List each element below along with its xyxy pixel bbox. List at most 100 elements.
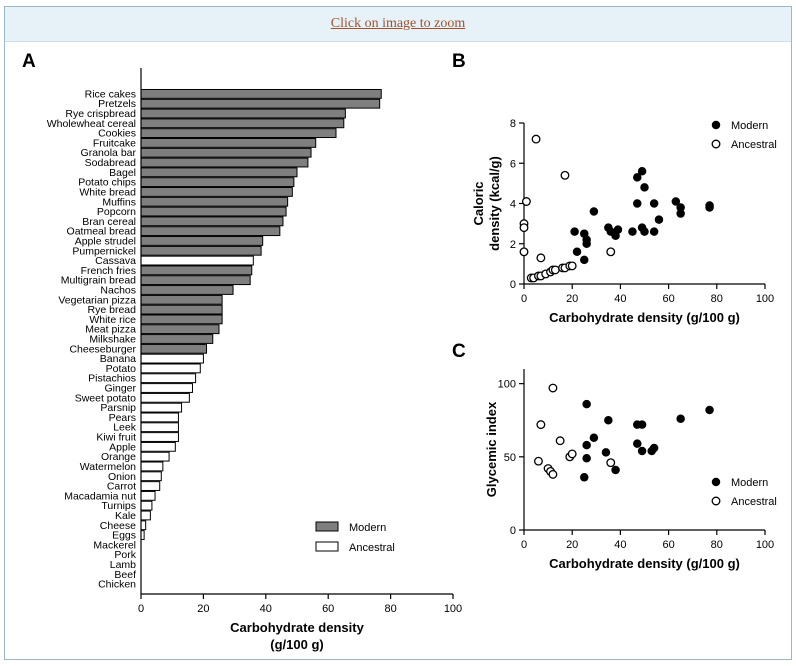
- bar: [140, 392, 190, 403]
- x-tick-label: 100: [444, 603, 462, 615]
- category-label: Turnips: [101, 500, 136, 512]
- bar: [140, 412, 179, 423]
- bar: [140, 500, 153, 511]
- ancestral-point: [519, 223, 529, 233]
- category-label: Potato: [106, 363, 137, 375]
- bar: [140, 138, 317, 148]
- bar: [140, 157, 309, 168]
- bar: [140, 363, 201, 374]
- bar: [140, 304, 223, 315]
- bar: [140, 118, 345, 129]
- x-tick-label: 20: [566, 293, 578, 305]
- bar: [140, 255, 254, 266]
- modern-point: [637, 167, 647, 176]
- bar: [140, 187, 293, 197]
- category-label: Cassava: [95, 255, 136, 267]
- category-label: Fruitcake: [93, 137, 136, 149]
- modern-point: [589, 207, 599, 216]
- category-label: Sweet potato: [75, 392, 136, 404]
- x-tick-label: 40: [614, 293, 626, 305]
- y-tick-label: 100: [498, 379, 516, 391]
- modern-point: [570, 227, 579, 236]
- bar: [140, 236, 264, 246]
- category-label: Apple strudel: [75, 235, 136, 247]
- panel-label: B: [452, 51, 466, 72]
- bar: [140, 98, 381, 109]
- x-axis-title: (g/100 g): [270, 637, 323, 652]
- category-label: Kale: [115, 510, 136, 522]
- modern-point: [671, 197, 681, 206]
- category-label: Granola bar: [81, 147, 137, 159]
- x-tick-label: 100: [756, 293, 774, 305]
- x-tick-label: 80: [711, 293, 723, 305]
- bar: [140, 422, 179, 433]
- category-label: Cookies: [98, 128, 136, 140]
- y-tick-label: 0: [510, 279, 516, 291]
- category-label: Milkshake: [89, 334, 136, 346]
- category-label: White bread: [79, 186, 136, 198]
- category-label: Pistachios: [88, 373, 136, 385]
- bar: [140, 147, 312, 158]
- category-label: Watermelon: [80, 461, 136, 473]
- legend-label: Ancestral: [731, 496, 777, 508]
- modern-point: [582, 239, 591, 248]
- ancestral-point: [555, 436, 565, 446]
- ancestral-point: [531, 134, 541, 144]
- category-label: Bran cereal: [82, 216, 136, 228]
- category-label: Multigrain bread: [61, 275, 136, 287]
- legend-marker: [711, 120, 721, 130]
- y-axis-title: density (kcal/g): [487, 156, 502, 251]
- modern-point: [705, 405, 714, 415]
- modern-point: [604, 415, 613, 425]
- x-tick-label: 0: [521, 539, 527, 551]
- legend-label: Ancestral: [731, 139, 777, 151]
- modern-point: [572, 247, 582, 257]
- category-label: Parsnip: [100, 402, 136, 414]
- zoom-link[interactable]: Click on image to zoom: [330, 16, 466, 31]
- modern-point: [611, 465, 620, 475]
- category-label: Nachos: [100, 284, 136, 296]
- category-label: Pumpernickel: [72, 245, 136, 257]
- bar: [140, 402, 183, 413]
- modern-point: [676, 203, 685, 212]
- y-tick-label: 6: [510, 158, 516, 170]
- category-label: Sodabread: [85, 157, 137, 169]
- modern-point: [633, 199, 642, 208]
- bar: [140, 334, 214, 344]
- category-label: Meat pizza: [85, 324, 136, 336]
- category-label: Rye bread: [88, 304, 137, 316]
- modern-point: [649, 227, 659, 236]
- bar: [140, 481, 161, 491]
- bar: [140, 373, 197, 384]
- ancestral-point: [560, 170, 570, 180]
- ancestral-point: [536, 253, 546, 263]
- panel-label: A: [22, 51, 36, 72]
- bar: [140, 520, 147, 531]
- bar: [140, 432, 179, 442]
- ancestral-point: [567, 449, 577, 459]
- legend-marker: [711, 139, 721, 149]
- modern-point: [705, 203, 714, 212]
- bar: [140, 324, 220, 335]
- y-tick-label: 8: [510, 118, 516, 130]
- modern-point: [640, 227, 649, 236]
- modern-point: [637, 446, 647, 456]
- bar: [140, 451, 170, 462]
- modern-point: [628, 227, 637, 236]
- category-label: Leek: [113, 422, 137, 434]
- x-axis-title: Carbohydrate density (g/100 g): [549, 310, 740, 325]
- modern-point: [637, 420, 647, 429]
- ancestral-point: [548, 383, 558, 393]
- bar: [140, 285, 234, 295]
- bar: [140, 206, 287, 217]
- category-label: Lamb: [110, 559, 136, 571]
- x-tick-label: 40: [260, 603, 272, 615]
- legend-swatch: [315, 541, 339, 552]
- legend-marker: [711, 496, 721, 506]
- category-label: Pretzels: [98, 98, 136, 110]
- y-axis-title: Caloric: [471, 181, 486, 225]
- x-tick-label: 20: [197, 603, 209, 615]
- category-label: Macadamia nut: [64, 490, 136, 502]
